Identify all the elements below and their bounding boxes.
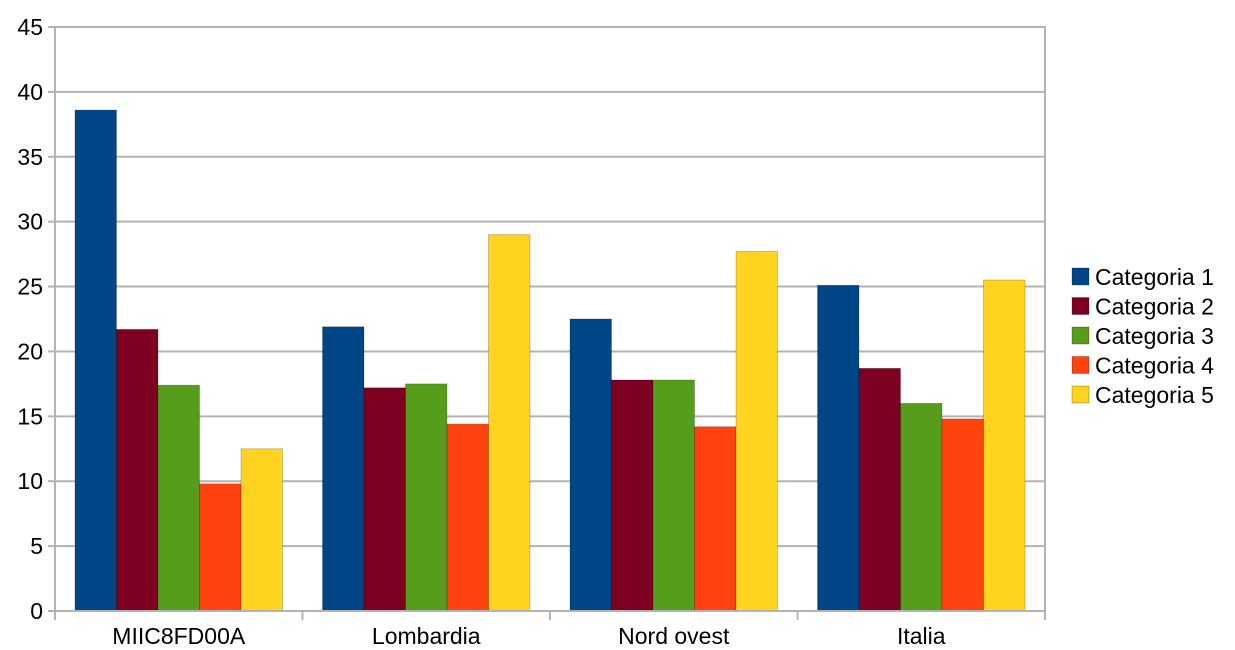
bar [157,384,200,612]
bar [817,284,860,612]
x-axis-ticks: MIIC8FD00A Lombardia Nord ovest Italia [54,611,1046,649]
y-tick-label: 0 [30,598,43,624]
y-axis-ticks: 0 5 10 15 20 25 30 35 40 45 [17,14,55,624]
x-tick-label: MIIC8FD00A [112,623,246,649]
bar [858,367,901,612]
bar [446,423,489,612]
legend-swatch [1071,356,1090,374]
bar [488,234,531,612]
bar [694,426,737,612]
legend-swatch [1071,297,1090,315]
y-tick-label: 45 [17,14,43,40]
bar [900,402,943,612]
bar [652,379,695,612]
bar [405,383,448,612]
bars [74,109,1026,612]
y-tick-label: 40 [17,79,43,105]
legend-swatch [1071,326,1090,345]
y-tick-label: 25 [17,274,43,300]
bar [74,109,117,612]
y-tick-label: 30 [17,209,43,235]
legend-label: Categoria 1 [1095,264,1214,290]
bar [199,483,242,612]
legend-label: Categoria 5 [1095,382,1214,408]
bar [941,418,984,612]
bar [363,387,406,612]
bar [983,279,1026,612]
y-tick-label: 15 [17,403,43,429]
bar [569,318,612,612]
x-tick-label: Nord ovest [618,623,730,649]
bar [322,326,365,612]
y-tick-label: 5 [30,533,43,559]
y-tick-label: 10 [17,468,43,494]
legend-swatch [1071,385,1090,404]
bar [240,448,283,612]
y-tick-label: 35 [17,144,43,170]
bar [611,379,654,612]
x-tick-label: Italia [897,623,946,649]
bar [735,251,778,612]
legend-label: Categoria 3 [1095,323,1214,349]
y-tick-label: 20 [17,338,43,364]
bar [116,328,159,612]
x-tick-label: Lombardia [372,623,481,649]
legend-label: Categoria 2 [1095,294,1214,320]
legend-swatch [1071,267,1090,286]
legend: Categoria 1 Categoria 2 Categoria 3 Categor… [1071,264,1214,408]
legend-label: Categoria 4 [1095,353,1214,379]
